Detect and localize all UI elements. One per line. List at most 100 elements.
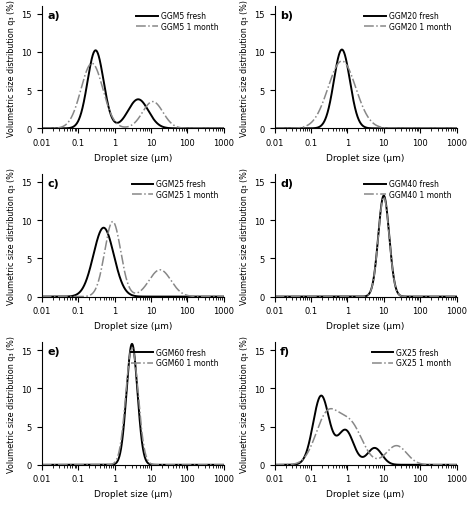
GGM60 fresh [117, 453, 122, 460]
Line: GGM40 1 month: GGM40 1 month [274, 198, 456, 297]
GGM25 1 month [60, 294, 65, 300]
Line: GX25 fresh: GX25 fresh [274, 396, 456, 465]
Y-axis label: Volumetric size distribution q₃ (%): Volumetric size distribution q₃ (%) [7, 335, 16, 472]
GGM25 1 month [71, 294, 76, 300]
Line: GGM60 fresh: GGM60 fresh [42, 344, 224, 465]
GGM40 1 month [381, 195, 387, 201]
Line: GGM60 1 month: GGM60 1 month [42, 348, 224, 465]
GGM60 fresh [218, 462, 223, 468]
GGM25 fresh [221, 294, 227, 300]
GX25 1 month [450, 462, 456, 468]
GGM5 1 month [109, 113, 114, 119]
GGM25 1 month [221, 294, 227, 300]
GGM25 fresh [109, 243, 114, 249]
Legend: GX25 fresh, GX25 1 month: GX25 fresh, GX25 1 month [370, 346, 453, 369]
GGM40 1 month [341, 294, 347, 300]
GGM20 fresh [339, 47, 345, 54]
GGM5 fresh [109, 115, 114, 121]
Y-axis label: Volumetric size distribution q₃ (%): Volumetric size distribution q₃ (%) [7, 168, 16, 304]
GGM25 fresh [218, 294, 223, 300]
X-axis label: Droplet size (μm): Droplet size (μm) [93, 489, 172, 498]
X-axis label: Droplet size (μm): Droplet size (μm) [93, 154, 172, 162]
GX25 fresh [450, 462, 456, 468]
GGM5 1 month [39, 126, 45, 132]
GGM20 fresh [292, 126, 298, 132]
Text: b): b) [280, 11, 293, 21]
GGM60 1 month [218, 462, 223, 468]
X-axis label: Droplet size (μm): Droplet size (μm) [93, 321, 172, 330]
GX25 1 month [342, 412, 347, 418]
Text: e): e) [47, 346, 60, 357]
X-axis label: Droplet size (μm): Droplet size (μm) [327, 154, 405, 162]
GGM20 fresh [454, 126, 459, 132]
GGM25 1 month [109, 220, 114, 226]
GGM60 fresh [198, 462, 203, 468]
GGM20 fresh [303, 126, 309, 132]
GGM20 fresh [272, 126, 277, 132]
GGM5 fresh [221, 126, 227, 132]
Y-axis label: Volumetric size distribution q₃ (%): Volumetric size distribution q₃ (%) [240, 168, 249, 304]
GGM20 1 month [303, 124, 309, 130]
GGM20 fresh [430, 126, 436, 132]
GX25 fresh [303, 450, 309, 456]
GGM5 fresh [60, 126, 65, 132]
Legend: GGM5 fresh, GGM5 1 month: GGM5 fresh, GGM5 1 month [135, 11, 220, 33]
GGM60 1 month [117, 447, 122, 453]
GGM40 fresh [381, 193, 387, 199]
GGM60 1 month [221, 462, 227, 468]
Y-axis label: Volumetric size distribution q₃ (%): Volumetric size distribution q₃ (%) [240, 0, 249, 136]
GGM25 1 month [39, 294, 45, 300]
GGM40 fresh [349, 294, 355, 300]
Text: c): c) [47, 178, 59, 188]
GGM5 fresh [198, 126, 203, 132]
GGM40 fresh [303, 294, 309, 300]
GX25 fresh [319, 393, 324, 399]
GX25 1 month [454, 462, 459, 468]
GGM5 1 month [218, 126, 223, 132]
GGM5 1 month [221, 126, 227, 132]
GGM40 1 month [430, 294, 436, 300]
GGM60 fresh [39, 462, 45, 468]
GGM60 fresh [109, 462, 114, 468]
GGM20 1 month [272, 126, 277, 132]
Text: f): f) [280, 346, 290, 357]
GGM25 1 month [110, 219, 116, 225]
GGM60 1 month [71, 462, 76, 468]
GX25 fresh [272, 462, 277, 468]
GGM40 1 month [272, 294, 277, 300]
Text: a): a) [47, 11, 60, 21]
GX25 1 month [349, 419, 355, 425]
GGM5 1 month [71, 111, 76, 117]
GGM60 fresh [129, 341, 135, 347]
GGM60 1 month [198, 462, 203, 468]
GGM20 1 month [342, 60, 347, 66]
GGM40 1 month [450, 294, 456, 300]
GGM40 fresh [272, 294, 277, 300]
GGM5 fresh [39, 126, 45, 132]
GX25 1 month [430, 462, 436, 468]
Line: GGM25 fresh: GGM25 fresh [42, 228, 224, 297]
Y-axis label: Volumetric size distribution q₃ (%): Volumetric size distribution q₃ (%) [7, 0, 16, 136]
GGM40 1 month [303, 294, 309, 300]
Legend: GGM20 fresh, GGM20 1 month: GGM20 fresh, GGM20 1 month [363, 11, 453, 33]
GX25 fresh [342, 427, 347, 433]
GGM5 1 month [117, 123, 122, 129]
Line: GGM5 1 month: GGM5 1 month [42, 64, 224, 129]
GGM60 1 month [129, 345, 135, 351]
GGM40 fresh [450, 294, 456, 300]
GX25 1 month [272, 462, 277, 468]
GGM25 fresh [198, 294, 203, 300]
GX25 1 month [303, 452, 309, 459]
Legend: GGM25 fresh, GGM25 1 month: GGM25 fresh, GGM25 1 month [130, 179, 220, 201]
GGM20 fresh [342, 51, 347, 57]
GX25 fresh [292, 462, 298, 468]
GGM40 fresh [341, 294, 347, 300]
GGM20 1 month [430, 126, 436, 132]
GGM5 1 month [60, 124, 65, 130]
GGM20 fresh [450, 126, 456, 132]
GGM25 fresh [117, 274, 122, 280]
GGM60 fresh [221, 462, 227, 468]
GX25 fresh [430, 462, 436, 468]
Legend: GGM40 fresh, GGM40 1 month: GGM40 fresh, GGM40 1 month [363, 179, 453, 201]
GX25 fresh [349, 437, 355, 443]
